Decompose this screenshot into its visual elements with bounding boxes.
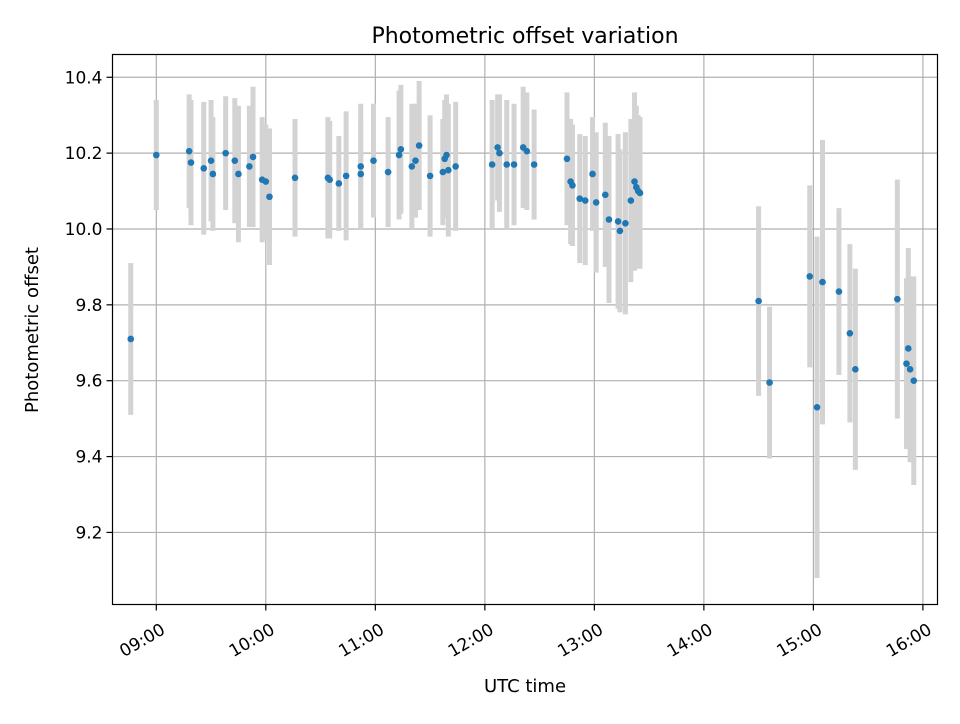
data-point: [222, 149, 229, 157]
data-point: [127, 335, 135, 343]
chart-title: Photometric offset variation: [371, 24, 678, 49]
data-point: [445, 166, 452, 174]
data-point: [291, 174, 299, 182]
y-tick-label: 10.0: [65, 220, 103, 240]
y-tick-label: 10.4: [65, 68, 103, 88]
data-point: [636, 189, 644, 197]
data-point: [370, 157, 377, 165]
y-tick-label: 9.8: [75, 296, 102, 316]
data-point: [589, 170, 596, 178]
data-point: [602, 191, 609, 199]
data-point: [806, 273, 814, 280]
data-point: [846, 329, 854, 337]
data-point: [523, 147, 531, 155]
data-point: [894, 295, 901, 303]
y-tick-label: 10.2: [65, 144, 103, 164]
data-point: [530, 161, 538, 168]
data-point: [835, 288, 843, 295]
data-point: [185, 147, 193, 155]
data-point: [266, 193, 273, 201]
data-point: [207, 157, 215, 165]
data-point: [408, 163, 416, 170]
data-point: [209, 170, 217, 178]
data-point: [563, 155, 571, 163]
data-point: [910, 377, 918, 385]
data-point: [631, 178, 638, 185]
data-point: [335, 180, 343, 187]
data-point: [395, 151, 403, 159]
data-point: [510, 161, 518, 168]
data-point: [819, 278, 826, 286]
data-point: [906, 366, 914, 373]
data-point: [904, 345, 912, 352]
data-point: [581, 197, 589, 204]
data-point: [384, 168, 392, 176]
data-point: [415, 142, 423, 149]
data-point: [614, 218, 622, 225]
data-point: [452, 163, 459, 170]
data-point: [813, 403, 821, 411]
plot-frame: [111, 53, 939, 606]
data-point: [235, 170, 242, 178]
y-tick-label: 9.4: [75, 448, 102, 468]
data-point: [397, 146, 405, 153]
data-point: [249, 153, 257, 161]
data-point: [616, 227, 624, 235]
data-point: [357, 163, 365, 170]
y-tick-label: 9.6: [75, 372, 102, 392]
data-point: [488, 161, 496, 168]
data-point: [426, 172, 434, 180]
data-point: [903, 360, 910, 367]
point-layer: [127, 142, 918, 411]
data-point: [412, 157, 419, 165]
data-point: [200, 164, 208, 172]
data-point: [326, 176, 334, 183]
data-point: [592, 199, 600, 206]
y-tick-label: 9.2: [75, 523, 102, 543]
data-point: [246, 163, 253, 170]
data-point: [231, 157, 239, 165]
data-point: [153, 151, 160, 159]
data-point: [439, 168, 447, 176]
data-point: [357, 170, 365, 178]
data-point: [443, 151, 450, 159]
data-point: [496, 149, 503, 157]
data-point: [569, 182, 576, 189]
data-point: [262, 178, 270, 185]
data-point: [576, 195, 584, 202]
data-point: [494, 144, 501, 151]
data-point: [503, 161, 511, 168]
x-axis-label: UTC time: [484, 676, 566, 697]
y-axis-label: Photometric offset: [22, 247, 43, 413]
data-point: [755, 297, 762, 305]
data-point: [852, 366, 859, 373]
data-point: [766, 379, 773, 386]
data-point: [622, 219, 629, 227]
data-point: [342, 172, 350, 180]
data-point: [627, 197, 635, 204]
data-point: [187, 159, 195, 166]
data-point: [605, 216, 613, 223]
